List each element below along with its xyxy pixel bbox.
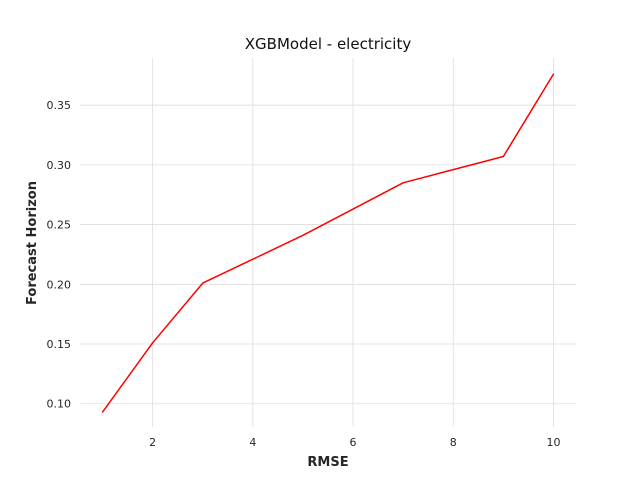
y-tick-label: 0.10 [47, 398, 72, 411]
y-tick-label: 0.35 [47, 99, 72, 112]
y-tick-label: 0.25 [47, 219, 72, 232]
series-line [101, 73, 555, 413]
grid [80, 58, 576, 427]
series-group [101, 73, 555, 413]
y-tick-label: 0.20 [47, 278, 72, 291]
chart-title: XGBModel - electricity [245, 35, 412, 53]
y-tick-label: 0.15 [47, 338, 72, 351]
x-tick-label: 6 [350, 436, 357, 449]
y-axis-label: Forecast Horizon [25, 181, 40, 305]
x-tick-label: 10 [546, 436, 560, 449]
x-tick-label: 4 [249, 436, 256, 449]
y-axis-ticks: 0.10 0.15 0.20 0.25 0.30 0.35 [47, 99, 72, 411]
x-axis-ticks: 2 4 6 8 10 [149, 436, 560, 449]
x-axis-label: RMSE [307, 455, 348, 470]
y-tick-label: 0.30 [47, 159, 72, 172]
x-tick-label: 2 [149, 436, 156, 449]
x-tick-label: 8 [450, 436, 457, 449]
